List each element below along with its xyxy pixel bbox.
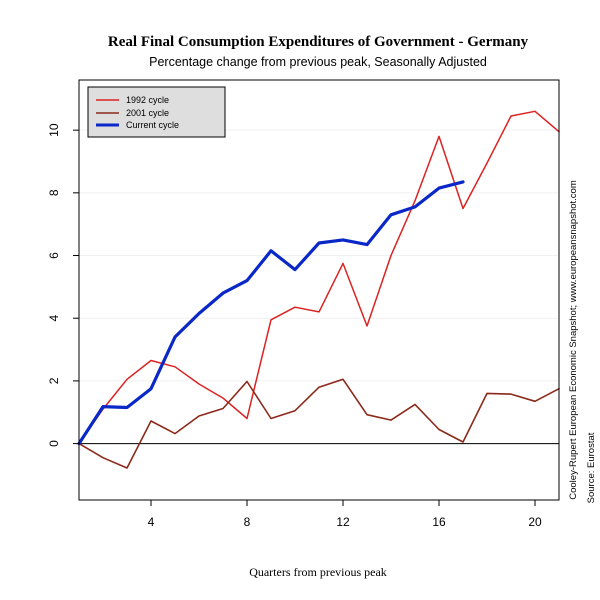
x-axis: 4 8 12 16 20	[148, 500, 542, 529]
series-lines	[77, 110, 560, 469]
series-line-current-cycle	[77, 180, 465, 446]
plot-frame	[78, 79, 560, 501]
series-line-2001-cycle	[78, 378, 560, 469]
grid-lines	[79, 129, 559, 445]
source-note-eurostat: Source: Eurostat	[586, 432, 597, 503]
x-tick-label: 20	[528, 515, 542, 529]
chart-title: Real Final Consumption Expenditures of G…	[108, 34, 529, 50]
y-tick-label: 2	[47, 377, 61, 384]
legend: 1992 cycle 2001 cycle Current cycle	[87, 86, 226, 138]
x-axis-label: Quarters from previous peak	[249, 565, 387, 579]
legend-label-2001: 2001 cycle	[126, 108, 169, 118]
y-tick-label: 0	[47, 440, 61, 447]
x-tick-label: 8	[244, 515, 251, 529]
x-tick-label: 16	[432, 515, 446, 529]
series-line-1992-cycle	[78, 110, 560, 445]
legend-box	[87, 86, 226, 138]
y-tick-label: 4	[47, 315, 61, 322]
y-axis: 0 2 4 6 8 10	[47, 123, 79, 447]
y-tick-label: 8	[47, 189, 61, 196]
x-tick-label: 12	[336, 515, 350, 529]
legend-label-current: Current cycle	[126, 120, 179, 130]
y-tick-label: 10	[47, 123, 61, 137]
chart-subtitle: Percentage change from previous peak, Se…	[149, 55, 487, 69]
y-tick-label: 6	[47, 252, 61, 259]
legend-label-1992: 1992 cycle	[126, 95, 169, 105]
source-note-snapshot: Cooley-Rupert European Economic Snapshot…	[568, 180, 579, 500]
x-tick-label: 4	[148, 515, 155, 529]
